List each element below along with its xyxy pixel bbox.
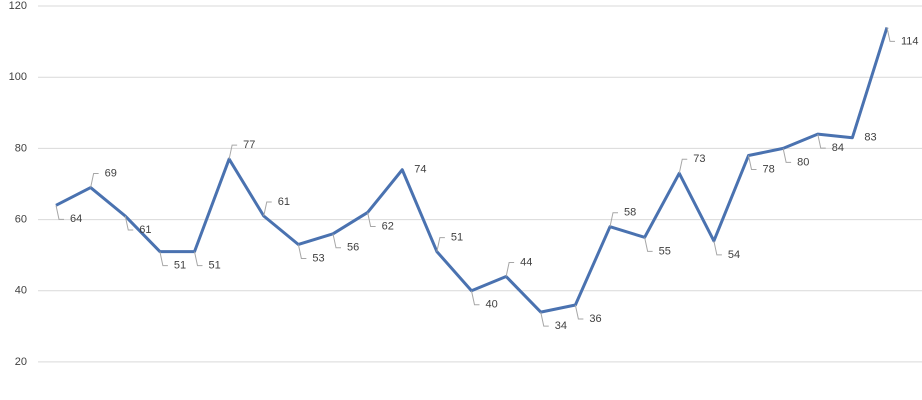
leader-line [90, 173, 99, 188]
data-label: 53 [312, 252, 324, 264]
data-label: 51 [174, 260, 186, 272]
data-label: 61 [278, 196, 290, 208]
data-label: 74 [414, 164, 426, 176]
data-label: 64 [70, 213, 82, 225]
data-label: 54 [728, 249, 740, 261]
leader-line [713, 240, 722, 256]
leader-line [886, 27, 895, 42]
data-label: 56 [347, 242, 359, 254]
leader-line [263, 201, 272, 217]
data-label: 58 [624, 207, 636, 219]
data-label: 77 [243, 139, 255, 151]
data-label: 51 [451, 232, 463, 244]
data-label: 78 [763, 163, 775, 175]
data-label: 62 [382, 220, 394, 232]
leader-line [609, 212, 618, 227]
leader-line [55, 205, 64, 220]
data-label: 69 [105, 167, 117, 179]
leader-line [644, 237, 653, 252]
y-tick-label: 120 [9, 0, 27, 12]
series-line [55, 26, 889, 314]
leader-line [471, 290, 480, 306]
leader-line [678, 158, 688, 174]
leader-line [540, 311, 549, 327]
leader-line [436, 237, 445, 252]
data-label: 51 [209, 260, 221, 272]
data-label: 61 [139, 224, 151, 236]
data-label: 80 [797, 156, 809, 168]
data-label: 83 [864, 132, 876, 144]
data-label: 73 [693, 153, 705, 165]
data-label: 34 [555, 320, 567, 332]
leader-line [748, 155, 757, 171]
data-label: 36 [589, 313, 601, 325]
y-tick-label: 60 [15, 213, 27, 225]
leader-line [159, 251, 168, 267]
leader-line [332, 233, 341, 249]
data-label: 44 [520, 256, 532, 268]
leader-line [297, 244, 307, 259]
data-label: 55 [659, 245, 671, 257]
data-label: 40 [486, 299, 498, 311]
leader-line [574, 304, 584, 320]
data-label: 114 [901, 35, 919, 47]
leader-line [228, 144, 238, 160]
y-tick-label: 80 [15, 142, 27, 154]
leader-line [124, 215, 134, 231]
leader-line [505, 262, 515, 277]
leader-line [782, 148, 792, 163]
y-tick-label: 100 [9, 71, 27, 83]
leader-line [817, 134, 826, 149]
y-tick-label: 40 [15, 285, 27, 297]
leader-line [194, 251, 203, 267]
data-label: 84 [832, 142, 844, 154]
y-tick-label: 20 [15, 356, 27, 368]
leader-line [367, 212, 376, 227]
